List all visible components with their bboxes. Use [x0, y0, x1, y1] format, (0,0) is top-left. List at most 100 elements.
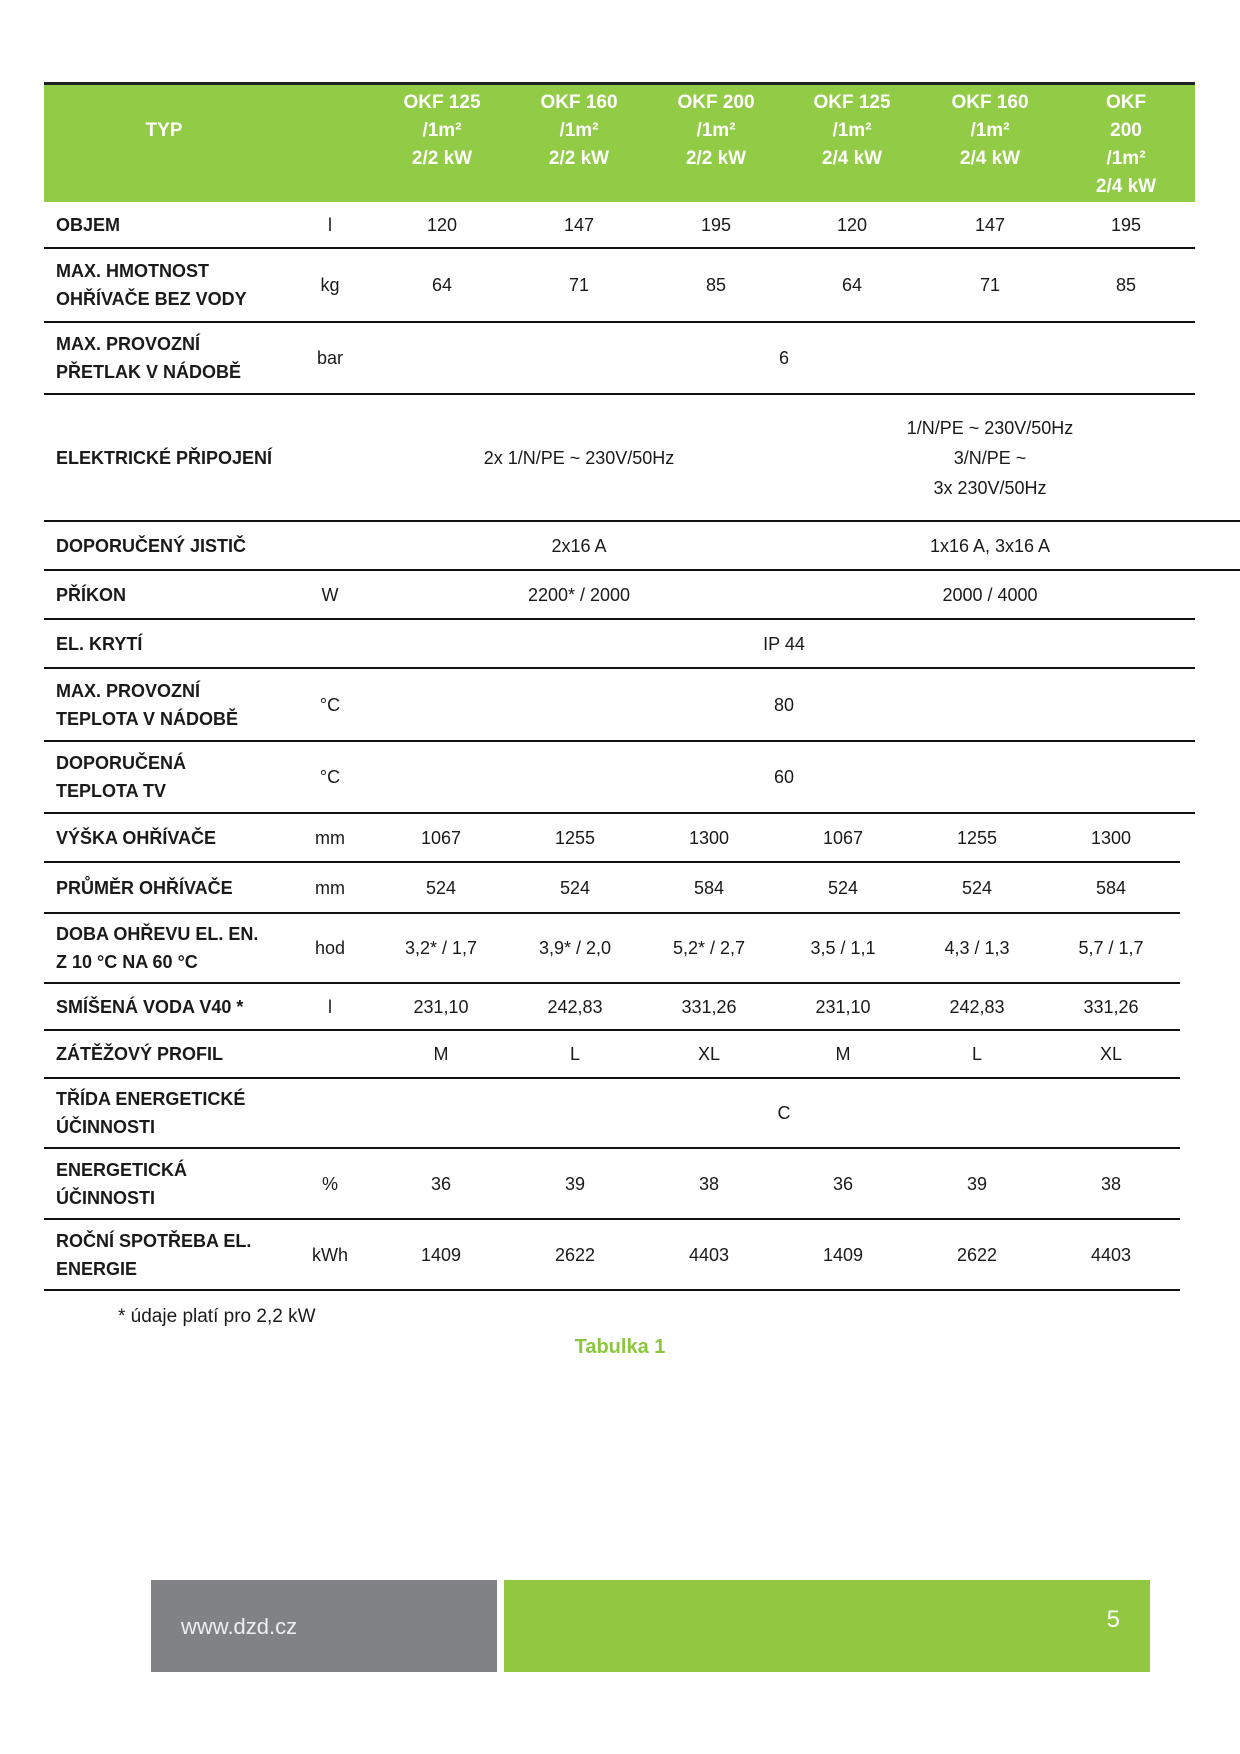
page-number: 5 [1106, 1606, 1120, 1633]
row-label: OBJEM [56, 214, 121, 235]
row-value: 2x 1/N/PE ~ 230V/50Hz [483, 447, 675, 468]
header-column: OKF 125 /1m² 2/2 kW [403, 92, 481, 169]
table-row: PŘÍKON W 2200* / 2000 2000 / 4000 [44, 571, 1195, 620]
row-value: 1067 [420, 827, 462, 848]
row-value: 1300 [1090, 827, 1132, 848]
row-value: 60 [773, 767, 795, 787]
row-unit: l [328, 214, 332, 235]
row-value: 4403 [1090, 1244, 1132, 1265]
row-value: L [971, 1044, 983, 1064]
row-label: DOBA OHŘEVU EL. EN. Z 10 °C NA 60 °C [56, 924, 259, 972]
table-header: TYP OKF 125 /1m² 2/2 kW OKF 160 /1m² 2/2 … [44, 82, 1195, 202]
table-row: ZÁTĚŽOVÝ PROFIL M L XL M L XL [44, 1031, 1180, 1079]
row-label: ROČNÍ SPOTŘEBA EL. ENERGIE [56, 1230, 252, 1279]
row-value: 85 [1115, 275, 1137, 295]
row-value: 147 [563, 214, 595, 235]
header-column: OKF 125 /1m² 2/4 kW [813, 92, 891, 169]
row-label: DOPORUČENÁ TEPLOTA TV [56, 753, 187, 801]
row-label: EL. KRYTÍ [56, 633, 143, 654]
row-value: 120 [836, 214, 868, 235]
table-row: ELEKTRICKÉ PŘIPOJENÍ 2x 1/N/PE ~ 230V/50H… [44, 395, 1240, 522]
row-value: 1409 [822, 1244, 864, 1265]
row-label: ZÁTĚŽOVÝ PROFIL [56, 1044, 224, 1064]
row-value: 242,83 [547, 996, 603, 1017]
row-value: 4403 [688, 1244, 730, 1265]
row-value: 71 [568, 275, 590, 295]
row-value: 147 [974, 214, 1006, 235]
row-value: 36 [430, 1173, 452, 1194]
row-label: ELEKTRICKÉ PŘIPOJENÍ [56, 447, 273, 468]
row-value: 1067 [822, 827, 864, 848]
row-label: VÝŠKA OHŘÍVAČE [56, 827, 217, 848]
table-row: EL. KRYTÍ IP 44 [44, 620, 1195, 669]
row-unit: kWh [312, 1244, 348, 1265]
row-value: 231,10 [413, 996, 469, 1017]
row-value: 64 [431, 275, 453, 295]
header-typ: TYP [145, 120, 183, 141]
header-column: OKF 200 /1m² 2/4 kW [1095, 92, 1157, 197]
table-row: ENERGETICKÁ ÚČINNOSTI% 36 39 38 36 39 38 [44, 1149, 1180, 1220]
row-unit: W [321, 584, 339, 605]
row-value: 3,9* / 2,0 [538, 938, 612, 958]
row-label: MAX. HMOTNOST OHŘÍVAČE BEZ VODY [56, 261, 247, 309]
table-row: DOBA OHŘEVU EL. EN. Z 10 °C NA 60 °C hod 3… [44, 914, 1180, 984]
row-value: XL [697, 1044, 721, 1064]
row-value: 3,5 / 1,1 [810, 938, 876, 958]
row-value: 331,26 [681, 996, 737, 1017]
table-row: SMÍŠENÁ VODA V40 * l 231,10 242,83 331,26 231… [44, 984, 1180, 1031]
row-value: 524 [961, 877, 993, 898]
row-value: 1409 [420, 1244, 462, 1265]
row-value: 331,26 [1083, 996, 1139, 1017]
row-unit: hod [314, 938, 346, 958]
row-value: 85 [705, 275, 727, 295]
table-row: PRŮMĚR OHŘÍVAČE mm 524 524 584 524 524 584 [44, 863, 1180, 914]
row-value: 6 [778, 348, 790, 368]
row-value: IP 44 [763, 633, 805, 654]
row-value: 2000 / 4000 [942, 584, 1038, 605]
row-value: 231,10 [815, 996, 871, 1017]
row-value: C [777, 1103, 791, 1123]
row-unit: % [321, 1173, 339, 1194]
row-unit: mm [315, 827, 345, 848]
row-value: 195 [700, 214, 732, 235]
row-value: 80 [773, 694, 795, 715]
table-caption: Tabulka 1 [574, 1336, 666, 1358]
footer-url[interactable]: www.dzd.cz [181, 1614, 298, 1639]
row-value: 2200* / 2000 [527, 584, 631, 605]
footer-page-box: 5 [504, 1580, 1150, 1672]
row-unit: °C [319, 694, 341, 715]
table-row: MAX. PROVOZNÍ PŘETLAK V NÁDOBĚ bar 6 [44, 323, 1195, 395]
row-value: 120 [426, 214, 458, 235]
row-value: 3,2* / 1,7 [404, 938, 478, 958]
header-column: OKF 160 /1m² 2/4 kW [951, 92, 1029, 169]
row-unit: kg [320, 275, 340, 295]
row-value: 584 [1095, 877, 1127, 898]
row-value: 1255 [956, 827, 998, 848]
row-value: 1/N/PE ~ 230V/50Hz 3/N/PE ~ 3x 230V/50Hz [906, 417, 1074, 498]
row-label: MAX. PROVOZNÍ PŘETLAK V NÁDOBĚ [56, 334, 242, 382]
row-value: XL [1099, 1044, 1123, 1064]
row-value: M [835, 1044, 851, 1064]
row-unit: °C [319, 767, 341, 787]
row-value: 195 [1110, 214, 1142, 235]
row-value: 39 [966, 1173, 988, 1194]
row-unit: mm [315, 877, 345, 898]
row-label: PRŮMĚR OHŘÍVAČE [56, 877, 233, 898]
row-unit: bar [316, 348, 344, 368]
row-value: L [569, 1044, 581, 1064]
row-value: 2x16 A [551, 535, 607, 556]
footnote: * údaje platí pro 2,2 kW [118, 1306, 316, 1327]
table-row: MAX. PROVOZNÍ TEPLOTA V NÁDOBĚ °C 80 [44, 669, 1195, 742]
row-value: 584 [693, 877, 725, 898]
row-label: PŘÍKON [56, 584, 127, 605]
row-label: TŘÍDA ENERGETICKÉ ÚČINNOSTI [56, 1089, 246, 1137]
row-value: 38 [698, 1173, 720, 1194]
table-row: DOPORUČENÁ TEPLOTA TV °C 60 [44, 742, 1195, 814]
row-unit: l [328, 996, 332, 1017]
header-column: OKF 160 /1m² 2/2 kW [540, 92, 618, 169]
row-value: 4,3 / 1,3 [944, 938, 1010, 958]
row-value: 36 [832, 1173, 854, 1194]
row-value: 524 [559, 877, 591, 898]
row-value: 38 [1100, 1173, 1122, 1194]
row-value: 5,2* / 2,7 [672, 938, 746, 958]
